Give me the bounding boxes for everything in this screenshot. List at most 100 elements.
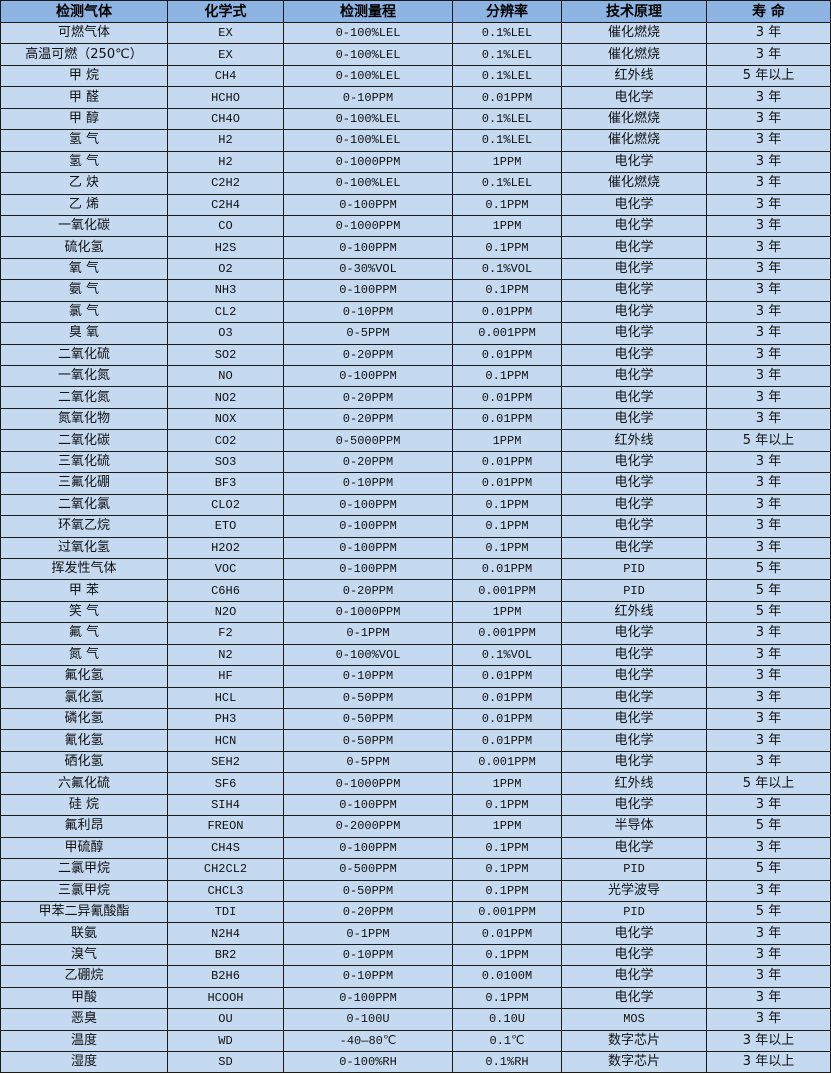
cell-resolution: 0.1%RH: [452, 1050, 562, 1074]
cell-lifespan: 5 年: [706, 557, 831, 581]
cell-range: 0-5000PPM: [283, 429, 453, 452]
cell-gas-name: 硒化氢: [0, 750, 168, 774]
cell-range: 0-10PPM: [283, 472, 453, 495]
cell-range: 0-20PPM: [283, 579, 453, 602]
cell-lifespan: 3 年: [706, 193, 831, 216]
cell-principle: 红外线: [561, 772, 707, 795]
cell-principle: 催化燃烧: [561, 107, 707, 131]
cell-formula: CL2: [167, 300, 284, 324]
cell-range: 0-1PPM: [283, 922, 453, 945]
cell-formula: SO3: [167, 450, 284, 474]
table-row: 氰化氢 HCN 0-50PPM 0.01PPM 电化学 3 年: [0, 729, 831, 752]
cell-lifespan: 3 年: [706, 965, 831, 988]
cell-resolution: 0.01PPM: [452, 86, 562, 109]
cell-range: 0-100PPM: [283, 364, 453, 388]
cell-lifespan: 3 年: [706, 879, 831, 902]
cell-resolution: 0.1℃: [452, 1029, 562, 1053]
cell-gas-name: 乙 炔: [0, 172, 168, 195]
cell-lifespan: 3 年: [706, 343, 831, 367]
table-row: 氯化氢 HCL 0-50PPM 0.01PPM 电化学 3 年: [0, 686, 831, 710]
cell-gas-name: 湿度: [0, 1050, 168, 1074]
cell-principle: 红外线: [561, 600, 707, 624]
cell-formula: N2: [167, 643, 284, 667]
cell-range: 0-20PPM: [283, 450, 453, 474]
cell-formula: C2H4: [167, 193, 284, 216]
table-row: 环氧乙烷 ETO 0-100PPM 0.1PPM 电化学 3 年: [0, 515, 831, 538]
cell-formula: CHCL3: [167, 879, 284, 902]
table-row: 二氯甲烷 CH2CL2 0-500PPM 0.1PPM PID 5 年: [0, 858, 831, 881]
table-row: 硅 烷 SIH4 0-100PPM 0.1PPM 电化学 3 年: [0, 793, 831, 817]
table-row: 臭 氧 O3 0-5PPM 0.001PPM 电化学 3 年: [0, 322, 831, 345]
cell-lifespan: 3 年: [706, 300, 831, 324]
cell-resolution: 0.01PPM: [452, 665, 562, 688]
cell-range: 0-1000PPM: [283, 772, 453, 795]
table-row: 恶臭 OU 0-100U 0.10U MOS 3 年: [0, 1008, 831, 1031]
cell-gas-name: 恶臭: [0, 1008, 168, 1031]
cell-lifespan: 3 年: [706, 322, 831, 345]
cell-gas-name: 氰化氢: [0, 729, 168, 752]
cell-principle: PID: [561, 579, 707, 602]
cell-principle: 红外线: [561, 64, 707, 88]
cell-range: 0-100PPM: [283, 493, 453, 517]
cell-principle: 数字芯片: [561, 1050, 707, 1074]
cell-range: 0-20PPM: [283, 386, 453, 409]
cell-gas-name: 磷化氢: [0, 707, 168, 731]
cell-formula: OU: [167, 1008, 284, 1031]
cell-lifespan: 3 年: [706, 172, 831, 195]
cell-resolution: 0.01PPM: [452, 729, 562, 752]
cell-range: 0-50PPM: [283, 707, 453, 731]
cell-lifespan: 3 年: [706, 257, 831, 281]
cell-lifespan: 3 年: [706, 407, 831, 431]
table-row: 氧 气 O2 0-30%VOL 0.1%VOL 电化学 3 年: [0, 257, 831, 281]
cell-range: 0-1000PPM: [283, 600, 453, 624]
cell-gas-name: 一氧化氮: [0, 364, 168, 388]
table-row: 氢 气 H2 0-100%LEL 0.1%LEL 催化燃烧 3 年: [0, 129, 831, 152]
cell-lifespan: 5 年以上: [706, 772, 831, 795]
cell-formula: F2: [167, 622, 284, 645]
cell-principle: 电化学: [561, 450, 707, 474]
cell-range: 0-20PPM: [283, 407, 453, 431]
cell-resolution: 0.1%LEL: [452, 172, 562, 195]
cell-resolution: 0.01PPM: [452, 386, 562, 409]
cell-lifespan: 5 年以上: [706, 64, 831, 88]
cell-formula: H2O2: [167, 536, 284, 559]
table-row: 高温可燃（250℃） EX 0-100%LEL 0.1%LEL 催化燃烧 3 年: [0, 43, 831, 66]
table-row: 氟化氢 HF 0-10PPM 0.01PPM 电化学 3 年: [0, 665, 831, 688]
cell-formula: N2O: [167, 600, 284, 624]
cell-resolution: 0.1%LEL: [452, 64, 562, 88]
cell-principle: 电化学: [561, 236, 707, 259]
cell-resolution: 0.1PPM: [452, 879, 562, 902]
cell-lifespan: 5 年: [706, 900, 831, 924]
cell-resolution: 0.1%LEL: [452, 129, 562, 152]
cell-principle: 电化学: [561, 986, 707, 1010]
cell-resolution: 0.1PPM: [452, 836, 562, 860]
cell-gas-name: 甲硫醇: [0, 836, 168, 860]
cell-gas-name: 氯化氢: [0, 686, 168, 710]
cell-gas-name: 三氯甲烷: [0, 879, 168, 902]
cell-gas-name: 乙硼烷: [0, 965, 168, 988]
cell-gas-name: 三氧化硫: [0, 450, 168, 474]
cell-formula: C2H2: [167, 172, 284, 195]
cell-range: 0-50PPM: [283, 729, 453, 752]
cell-range: 0-5PPM: [283, 322, 453, 345]
cell-resolution: 0.001PPM: [452, 900, 562, 924]
cell-resolution: 0.10U: [452, 1008, 562, 1031]
header-formula: 化学式: [167, 0, 284, 23]
cell-resolution: 0.01PPM: [452, 450, 562, 474]
cell-principle: 电化学: [561, 793, 707, 817]
cell-resolution: 0.1PPM: [452, 536, 562, 559]
cell-lifespan: 3 年: [706, 943, 831, 967]
table-row: 六氟化硫 SF6 0-1000PPM 1PPM 红外线 5 年以上: [0, 772, 831, 795]
cell-formula: H2: [167, 129, 284, 152]
cell-formula: CO2: [167, 429, 284, 452]
cell-formula: HCL: [167, 686, 284, 710]
cell-formula: TDI: [167, 900, 284, 924]
table-row: 联氨 N2H4 0-1PPM 0.01PPM 电化学 3 年: [0, 922, 831, 945]
cell-range: 0-100%RH: [283, 1050, 453, 1074]
table-row: 氢 气 H2 0-1000PPM 1PPM 电化学 3 年: [0, 150, 831, 174]
cell-gas-name: 甲 醛: [0, 86, 168, 109]
cell-gas-name: 二氧化氮: [0, 386, 168, 409]
cell-formula: SO2: [167, 343, 284, 367]
cell-lifespan: 5 年以上: [706, 429, 831, 452]
cell-range: 0-100%LEL: [283, 107, 453, 131]
